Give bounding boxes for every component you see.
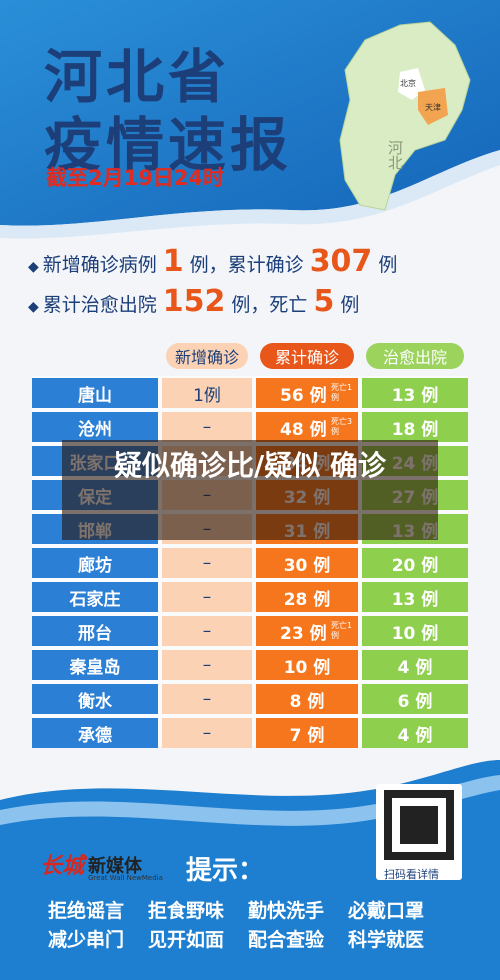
table-cell: 衡水	[32, 684, 158, 714]
overlay-text: 疑似确诊比/疑似 确诊	[114, 449, 386, 482]
bullet: ◆	[28, 259, 39, 275]
map-label: 天津	[425, 103, 441, 112]
tip: 拒绝谣言	[48, 900, 125, 922]
table-cell: 10 例	[256, 650, 358, 680]
summary-text: 例，累计确诊	[189, 254, 304, 276]
title-line1: 河北省	[44, 43, 231, 111]
death-note: 死亡3例	[331, 417, 353, 436]
logo-sub: Great Wall NewMedia	[88, 874, 163, 882]
logo-mark: 长城	[40, 854, 85, 879]
summary-number: 5	[313, 284, 335, 319]
summary-text: 例，死亡	[231, 294, 308, 316]
table-cell: 20 例	[362, 548, 468, 578]
overlay-box	[62, 440, 438, 540]
death-note: 死亡1例	[331, 621, 353, 640]
summary-text: 例	[340, 294, 360, 316]
table-header: 新增确诊	[166, 343, 248, 369]
table-cell: –	[162, 684, 252, 714]
tip: 配合查验	[248, 929, 325, 951]
summary-number: 152	[162, 284, 226, 319]
summary-number: 307	[309, 244, 373, 279]
table-cell: 48 例	[256, 412, 358, 442]
table-cell: 56 例	[256, 378, 358, 408]
table-cell: –	[162, 718, 252, 748]
table-cell: 1例	[162, 378, 252, 408]
table-cell: 8 例	[256, 684, 358, 714]
table-cell: –	[162, 548, 252, 578]
tip: 减少串门	[48, 929, 125, 951]
table-cell: 邢台	[32, 616, 158, 646]
table-cell: 承德	[32, 718, 158, 748]
tip: 见开如面	[148, 929, 225, 951]
table-header: 累计确诊	[260, 343, 354, 369]
summary-line: ◆ 累计治愈出院 152 例，死亡 5 例	[28, 284, 359, 319]
death-note: 死亡1例	[331, 383, 353, 402]
table-cell: 6 例	[362, 684, 468, 714]
table-cell: 18 例	[362, 412, 468, 442]
tip: 科学就医	[348, 929, 425, 951]
table-cell: 秦皇岛	[32, 650, 158, 680]
map-label: 北京	[400, 79, 416, 88]
table-cell: 28 例	[256, 582, 358, 612]
table-cell: 4 例	[362, 718, 468, 748]
table-cell: 7 例	[256, 718, 358, 748]
date: 截至2月19日24时	[46, 166, 225, 190]
qr-caption: 扫码看详情	[384, 868, 439, 881]
tip-title: 提示：	[186, 856, 265, 886]
bullet: ◆	[28, 299, 39, 315]
table-cell: 沧州	[32, 412, 158, 442]
table-cell: 30 例	[256, 548, 358, 578]
table-cell: 13 例	[362, 582, 468, 612]
map-label: 河北	[386, 140, 404, 170]
table-cell: 石家庄	[32, 582, 158, 612]
logo-name: 新媒体	[88, 856, 142, 877]
table-cell: 唐山	[32, 378, 158, 408]
table-cell: 13 例	[362, 378, 468, 408]
summary-text: 例	[378, 254, 398, 276]
table-cell: –	[162, 582, 252, 612]
tip: 拒食野味	[148, 900, 225, 922]
table-cell: –	[162, 412, 252, 442]
table-cell: –	[162, 650, 252, 680]
table-cell: 10 例	[362, 616, 468, 646]
summary-text: 新增确诊病例	[42, 254, 157, 276]
summary-number: 1	[162, 244, 184, 279]
table-header: 治愈出院	[366, 343, 464, 369]
summary-text: 累计治愈出院	[42, 294, 157, 316]
table-cell: 4 例	[362, 650, 468, 680]
table-cell: 廊坊	[32, 548, 158, 578]
summary-line: ◆ 新增确诊病例 1 例，累计确诊 307 例	[28, 244, 397, 279]
table-cell: –	[162, 616, 252, 646]
tip: 必戴口罩	[348, 900, 425, 922]
title-line2: 疫情速报	[44, 111, 293, 179]
tip: 勤快洗手	[248, 900, 325, 922]
table-cell: 23 例	[256, 616, 358, 646]
